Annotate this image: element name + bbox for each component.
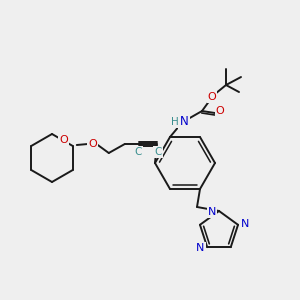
- Text: O: O: [208, 92, 216, 102]
- Text: C: C: [134, 147, 142, 157]
- Text: O: O: [59, 135, 68, 145]
- Text: O: O: [88, 139, 97, 149]
- Text: N: N: [180, 115, 188, 128]
- Text: N: N: [241, 219, 249, 229]
- Text: O: O: [216, 106, 224, 116]
- Text: H: H: [171, 117, 179, 127]
- Text: N: N: [208, 207, 216, 217]
- Text: C: C: [154, 147, 161, 157]
- Text: N: N: [196, 243, 204, 253]
